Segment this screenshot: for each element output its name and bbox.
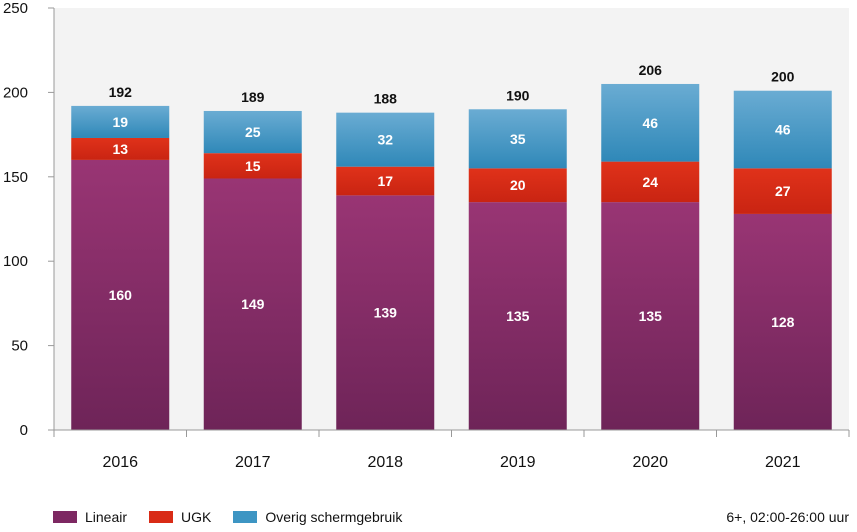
bar-segment-overig-schermgebruik xyxy=(336,112,435,167)
data-label: 135 xyxy=(639,308,663,324)
bar-segment-ugk xyxy=(601,161,700,203)
bar-segment-overig-schermgebruik xyxy=(601,83,700,162)
bar-segment-ugk xyxy=(733,168,832,214)
total-label: 189 xyxy=(241,89,265,105)
total-label: 200 xyxy=(771,69,795,85)
x-tick-label: 2019 xyxy=(500,454,536,471)
x-tick-label: 2018 xyxy=(367,454,403,471)
data-label: 139 xyxy=(374,305,398,321)
data-label: 149 xyxy=(241,296,265,312)
legend-label-lineair: Lineair xyxy=(85,509,128,525)
y-tick-label: 200 xyxy=(3,84,28,101)
data-label: 160 xyxy=(109,287,133,303)
legend-item-lineair: Lineair xyxy=(53,509,127,525)
legend-item-ugk: UGK xyxy=(149,509,211,525)
bar-segment-ugk xyxy=(203,153,302,179)
bar-segment-ugk xyxy=(71,137,170,160)
legend-swatch-lineair xyxy=(53,511,77,523)
data-label: 15 xyxy=(245,158,261,174)
data-label: 135 xyxy=(506,308,530,324)
y-tick-label: 250 xyxy=(3,0,28,17)
total-label: 190 xyxy=(506,87,530,103)
bar-segment-ugk xyxy=(468,168,567,203)
data-label: 35 xyxy=(510,131,526,147)
x-tick-label: 2020 xyxy=(632,454,668,471)
data-label: 27 xyxy=(775,183,791,199)
total-label: 188 xyxy=(374,91,398,107)
bar-segment-overig-schermgebruik xyxy=(203,110,302,154)
data-label: 20 xyxy=(510,177,526,193)
plot-background xyxy=(54,8,849,430)
y-tick-label: 100 xyxy=(3,253,28,270)
y-tick-label: 0 xyxy=(20,422,28,439)
y-tick-label: 50 xyxy=(11,338,28,355)
data-label: 32 xyxy=(377,132,393,148)
bar-segment-lineair xyxy=(601,202,700,430)
bars: 160 13 19 192 149 15 25 189 139 17 32 188 135 20 35 190… xyxy=(71,62,832,431)
y-tick-label: 150 xyxy=(3,169,28,186)
total-label: 206 xyxy=(639,62,663,78)
bar-segment-lineair xyxy=(71,159,170,431)
bar-segment-lineair xyxy=(733,213,832,430)
bar-segment-lineair xyxy=(203,178,302,430)
data-label: 128 xyxy=(771,314,795,330)
x-axis: 2016 2017 2018 2019 2020 2021 xyxy=(53,429,850,471)
legend-swatch-overig xyxy=(233,511,258,523)
data-label: 19 xyxy=(112,114,128,130)
data-label: 46 xyxy=(775,122,791,138)
legend-label-overig: Overig schermgebruik xyxy=(265,509,403,525)
x-tick-label: 2021 xyxy=(765,454,801,471)
bar-segment-lineair xyxy=(336,195,435,430)
data-label: 17 xyxy=(377,173,393,189)
data-label: 24 xyxy=(642,174,658,190)
legend: Lineair UGK Overig schermgebruik xyxy=(53,509,424,525)
data-label: 46 xyxy=(642,115,658,131)
bar-segment-overig-schermgebruik xyxy=(468,109,567,169)
footnote: 6+, 02:00-26:00 uur xyxy=(726,509,849,525)
total-label: 192 xyxy=(109,84,133,100)
x-tick-label: 2016 xyxy=(102,454,138,471)
data-label: 25 xyxy=(245,124,261,140)
legend-item-overig: Overig schermgebruik xyxy=(233,509,402,525)
bar-segment-overig-schermgebruik xyxy=(71,105,170,138)
legend-swatch-ugk xyxy=(149,511,174,523)
bar-segment-lineair xyxy=(468,202,567,430)
x-tick-label: 2017 xyxy=(235,454,271,471)
y-axis: 0 50 100 150 200 250 xyxy=(3,0,55,439)
bar-segment-overig-schermgebruik xyxy=(733,90,832,169)
bar-segment-ugk xyxy=(336,166,435,196)
legend-label-ugk: UGK xyxy=(181,509,212,525)
data-label: 13 xyxy=(112,141,128,157)
